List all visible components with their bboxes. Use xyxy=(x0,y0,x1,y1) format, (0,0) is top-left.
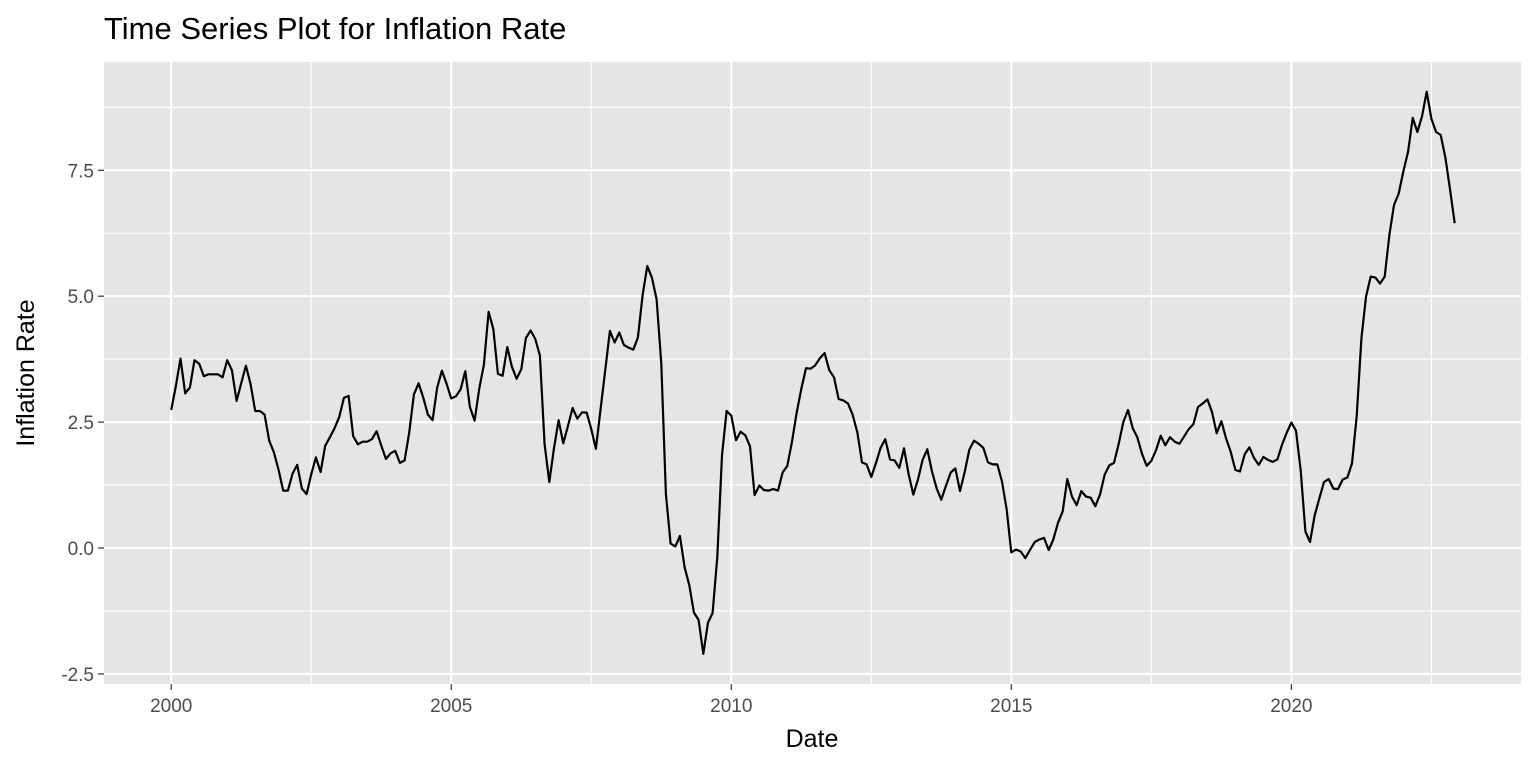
chart-title: Time Series Plot for Inflation Rate xyxy=(104,11,566,46)
x-tick-label: 2015 xyxy=(990,696,1032,717)
x-axis: 2000 2005 2010 2015 2020 xyxy=(150,684,1313,717)
y-axis: -2.5 0.0 2.5 5.0 7.5 xyxy=(61,161,104,686)
x-tick-label: 2000 xyxy=(150,696,192,717)
y-axis-title: Inflation Rate xyxy=(12,299,40,446)
x-tick-label: 2010 xyxy=(710,696,752,717)
y-tick-label: 2.5 xyxy=(68,413,94,434)
y-tick-label: 0.0 xyxy=(68,539,94,560)
y-tick-label: 7.5 xyxy=(68,161,94,182)
plot-panel xyxy=(104,62,1521,684)
major-gridlines xyxy=(104,62,1521,684)
inflation-rate-line xyxy=(170,90,1456,655)
y-tick-label: 5.0 xyxy=(68,287,94,308)
y-tick-label: -2.5 xyxy=(61,665,94,686)
x-tick-label: 2020 xyxy=(1270,696,1312,717)
x-axis-title: Date xyxy=(786,725,839,753)
x-tick-label: 2005 xyxy=(430,696,472,717)
minor-gridlines xyxy=(104,62,1521,684)
